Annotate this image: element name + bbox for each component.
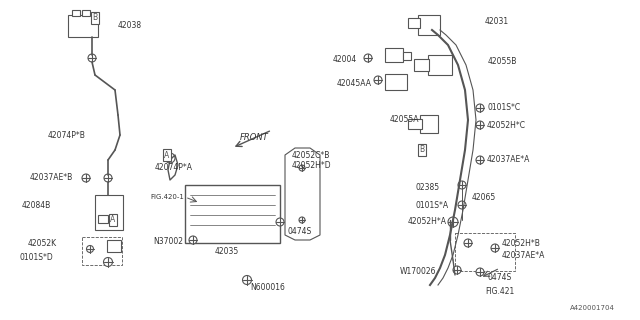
Text: 42052K: 42052K	[28, 238, 57, 247]
Circle shape	[276, 218, 284, 226]
Text: A: A	[110, 215, 116, 225]
Text: 42004: 42004	[333, 55, 357, 65]
Text: 42052H*C: 42052H*C	[487, 121, 526, 130]
Bar	[428, 55, 452, 75]
Circle shape	[299, 217, 305, 223]
Text: W170026: W170026	[400, 268, 436, 276]
Circle shape	[476, 156, 484, 164]
Circle shape	[491, 244, 499, 252]
Bar	[185, 185, 280, 243]
Text: B: B	[419, 146, 424, 155]
Bar	[385, 48, 403, 62]
Text: 0474S: 0474S	[288, 228, 312, 236]
Text: FIG.420-1: FIG.420-1	[150, 194, 184, 200]
Bar	[82, 237, 122, 265]
Text: 42055B: 42055B	[488, 58, 517, 67]
Circle shape	[476, 104, 484, 112]
Text: 42037AE*B: 42037AE*B	[30, 173, 73, 182]
Bar	[403, 52, 411, 60]
Circle shape	[189, 236, 197, 244]
Text: 42052H*B: 42052H*B	[502, 238, 541, 247]
Circle shape	[243, 276, 252, 284]
Text: 0101S*D: 0101S*D	[20, 252, 54, 261]
Circle shape	[364, 54, 372, 62]
Bar	[420, 115, 438, 133]
Text: N37002: N37002	[153, 237, 183, 246]
Bar	[72, 10, 80, 16]
Circle shape	[88, 54, 96, 62]
Bar	[82, 10, 90, 16]
Text: 0101S*C: 0101S*C	[487, 103, 520, 113]
Bar	[95, 195, 123, 230]
Text: 42052H*D: 42052H*D	[292, 161, 332, 170]
Circle shape	[104, 174, 112, 182]
Text: 42037AE*A: 42037AE*A	[487, 156, 531, 164]
Circle shape	[458, 201, 466, 209]
Text: 0101S*A: 0101S*A	[415, 202, 448, 211]
Text: N600016: N600016	[250, 284, 285, 292]
Text: 42074P*A: 42074P*A	[155, 164, 193, 172]
Circle shape	[82, 174, 90, 182]
Circle shape	[86, 245, 93, 252]
Text: 42038: 42038	[118, 21, 142, 30]
Bar	[455, 233, 515, 271]
Text: 42035: 42035	[215, 247, 239, 257]
Bar	[68, 15, 98, 37]
Bar	[408, 119, 422, 129]
Circle shape	[453, 266, 461, 274]
Text: 42052H*A: 42052H*A	[408, 218, 447, 227]
Circle shape	[165, 153, 175, 163]
Text: 02385: 02385	[415, 183, 439, 193]
Text: B: B	[92, 13, 97, 22]
Circle shape	[374, 76, 382, 84]
Text: 42074P*B: 42074P*B	[48, 131, 86, 140]
Circle shape	[458, 181, 466, 189]
Text: 42052C*B: 42052C*B	[292, 150, 330, 159]
Text: A420001704: A420001704	[570, 305, 615, 311]
Text: FIG.421: FIG.421	[485, 287, 515, 297]
Circle shape	[464, 239, 472, 247]
Circle shape	[104, 258, 113, 267]
Text: 42084B: 42084B	[22, 201, 51, 210]
Text: 42055A: 42055A	[390, 116, 419, 124]
Circle shape	[448, 217, 458, 227]
Circle shape	[299, 165, 305, 171]
Bar	[408, 18, 420, 28]
Text: 42031: 42031	[485, 18, 509, 27]
Text: FRONT: FRONT	[240, 132, 269, 141]
Bar	[107, 240, 121, 252]
Circle shape	[476, 268, 484, 276]
Text: 42037AE*A: 42037AE*A	[502, 251, 545, 260]
Text: 0474S: 0474S	[488, 274, 512, 283]
Bar	[98, 215, 108, 223]
Polygon shape	[285, 148, 320, 240]
Bar	[385, 74, 407, 90]
Bar	[418, 15, 440, 35]
Text: 42045AA: 42045AA	[337, 78, 372, 87]
Bar	[414, 59, 429, 71]
Text: A: A	[164, 150, 170, 159]
Circle shape	[476, 121, 484, 129]
Text: 42065: 42065	[472, 194, 496, 203]
